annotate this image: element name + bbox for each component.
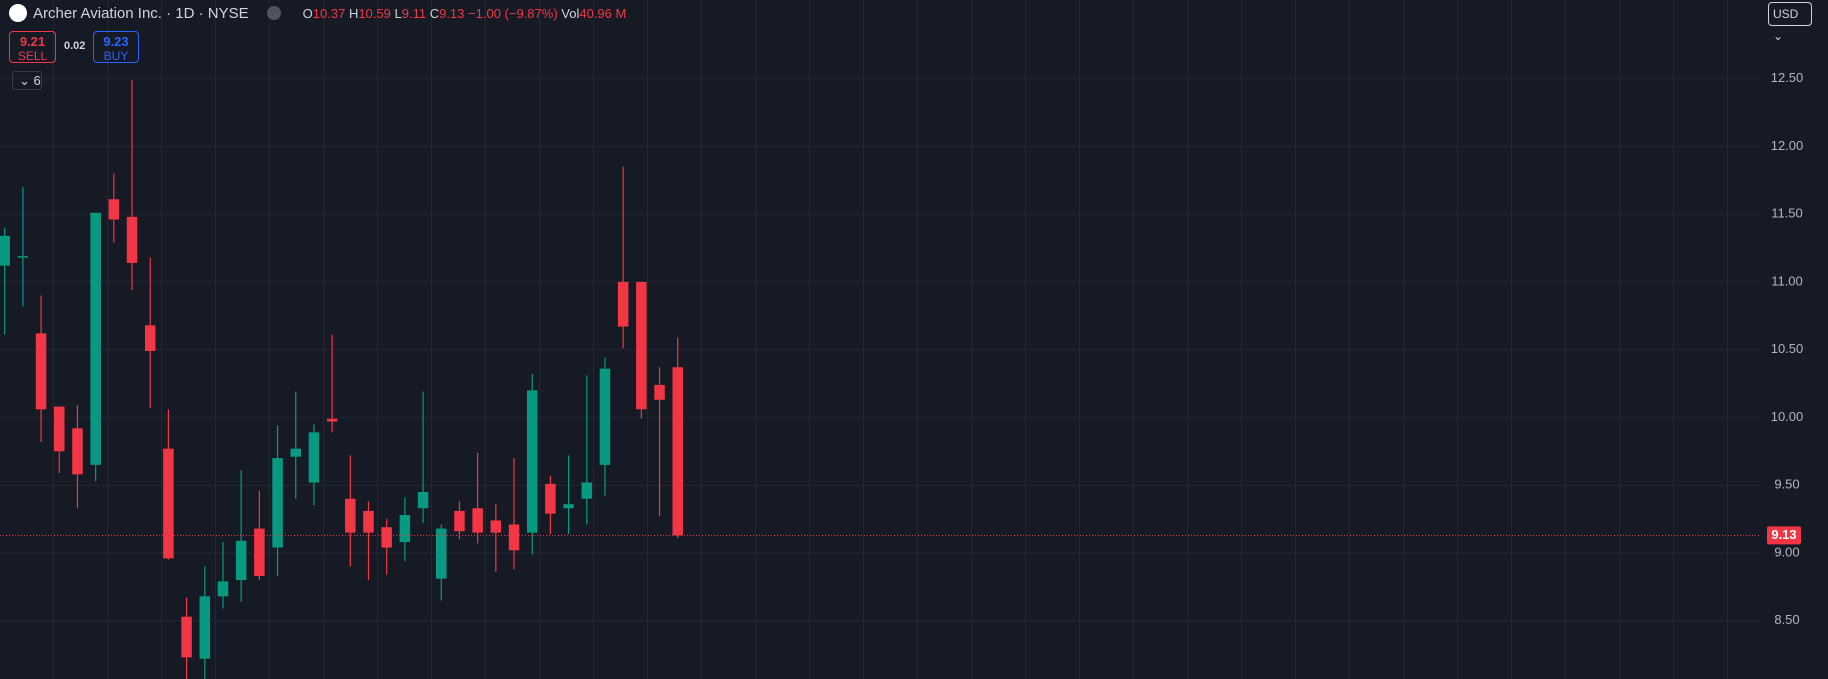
header: Archer Aviation Inc. · 1D · NYSE O10.37 … [9,4,626,22]
candle-body [235,540,247,581]
buy-label: BUY [103,49,129,63]
candle-body [345,498,356,533]
candle-body [326,418,338,422]
y-tick-label: 11.50 [1771,206,1803,221]
y-tick-label: 12.00 [1771,138,1804,153]
candle-body [399,515,411,543]
candle-body [163,448,174,559]
y-tick-label: 8.50 [1774,612,1799,627]
candle-body [545,483,556,514]
candle-body [254,528,265,576]
volume: 40.96 M [579,5,627,21]
y-tick-label: 11.00 [1771,273,1803,288]
candle-body [199,596,211,659]
candle-body [126,216,138,263]
y-tick-label: 9.50 [1774,477,1799,492]
ohlc-label: H [348,5,359,21]
sell-button[interactable]: 9.21 SELL [9,31,56,63]
ohlc-value: 10.59 [358,5,391,21]
candle-body [490,520,502,533]
candle-body [54,406,65,452]
spread: 0.02 [64,40,86,52]
candle-body [308,432,320,483]
y-tick-label: 12.50 [1771,70,1804,85]
currency: USD [1773,7,1799,21]
ohlc: O10.37 H10.59 L9.11 C9.13 −1.00 (−9.87%)… [303,6,627,21]
ohlc-value: 9.13 [439,5,465,21]
candle-body [363,510,374,533]
ohlc-label: O [302,5,313,21]
candle-body [526,390,538,533]
candle-body [454,510,465,532]
candle-body [290,448,301,457]
price-tag-label: 9.13 [1771,527,1796,542]
candle-body [417,491,429,509]
candle-body [508,524,520,551]
candle-body [72,428,83,475]
sell-price: 9.21 [19,34,46,49]
indicator-count: 6 [33,73,41,88]
volume-label: Vol [561,5,580,21]
change: −1.00 (−9.87%) [468,5,558,21]
candle-body [636,281,647,410]
candle-body [599,368,611,465]
visibility-toggle[interactable] [266,6,281,20]
candle-body [144,325,156,352]
y-tick-label: 9.00 [1774,544,1799,559]
candle-body [617,281,629,327]
price-tag [1767,526,1801,545]
ohlc-label: L [394,5,402,21]
candle-body [90,212,101,465]
plot-area [0,0,1760,679]
currency-button[interactable]: USD ⌄ [1768,2,1812,43]
buy-button[interactable]: 9.23 BUY [93,31,139,63]
candle-body [381,527,392,548]
candle-body [0,235,10,266]
candle-body [672,367,683,536]
y-tick-label: 10.00 [1771,409,1804,424]
candle-body [272,458,283,548]
ohlc-value: 10.37 [312,5,346,21]
candle-body [108,199,120,220]
ohlc-value: 9.11 [401,5,427,21]
ohlc-label: C [429,5,440,21]
candle-body [563,504,574,509]
candle-body [654,384,665,400]
candle-body [472,508,483,533]
candle-body [17,256,29,258]
candle-body [181,616,192,658]
candle-body [217,581,229,597]
logo [9,4,27,22]
candle-body [581,482,593,499]
sell-label: SELL [17,49,48,63]
indicators-toggle[interactable]: ⌄ 6 [12,71,42,90]
candle-body [35,333,47,410]
y-tick-label: 10.50 [1771,341,1804,356]
chart-title: Archer Aviation Inc. · 1D · NYSE [33,4,249,22]
buy-price: 9.23 [103,34,129,49]
candle-body [436,528,447,579]
